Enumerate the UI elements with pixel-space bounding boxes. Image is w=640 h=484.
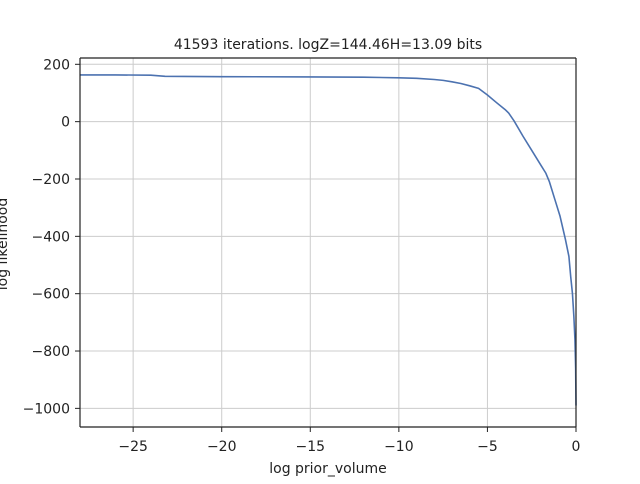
x-axis-label: log prior_volume: [269, 461, 387, 477]
grid-layer: [80, 58, 577, 427]
y-tick-label: −600: [32, 287, 70, 303]
chart-title: 41593 iterations. logZ=144.46H=13.09 bit…: [174, 37, 482, 53]
y-tick-label: −200: [32, 172, 70, 188]
x-tick-label: −20: [207, 439, 237, 455]
y-tick-label: −1000: [23, 401, 70, 417]
x-tick-label: −15: [296, 439, 326, 455]
line-layer: [80, 74, 577, 406]
y-tick-label: 200: [43, 57, 70, 73]
x-tick-label: −25: [118, 439, 148, 455]
x-tick-label: −10: [384, 439, 414, 455]
tick-layer: −25 −20 −15 −10 −5 0 200 0 −200 −400 −600 −800 −1000: [23, 57, 581, 455]
x-tick-label: 0: [572, 439, 581, 455]
y-tick-label: −400: [32, 229, 70, 245]
likelihood-series-line: [80, 74, 577, 406]
x-tick-label: −5: [477, 439, 498, 455]
y-axis-label: log likelihood: [0, 198, 11, 290]
axes-layer: [79, 57, 577, 428]
y-tick-label: −800: [32, 344, 70, 360]
y-tick-label: 0: [61, 115, 70, 131]
